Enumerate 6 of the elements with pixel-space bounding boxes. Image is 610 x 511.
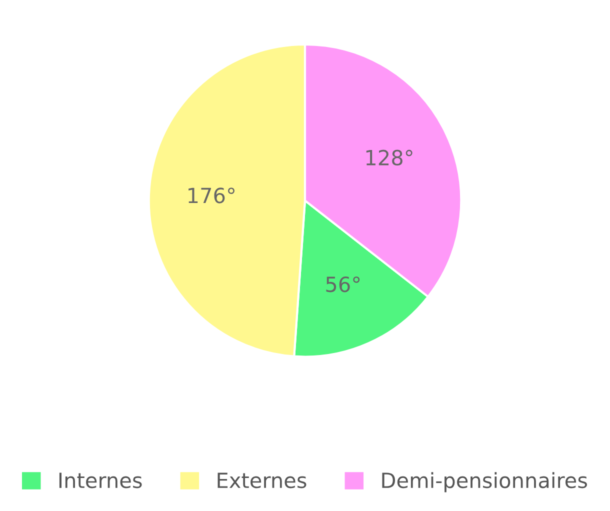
legend-label: Internes	[59, 472, 142, 488]
legend-label: Externes	[218, 472, 306, 488]
data-label: 176°	[188, 188, 234, 204]
data-label: 56°	[326, 276, 360, 292]
legend-label: Demi-pensionnaires	[382, 472, 588, 492]
data-label: 128°	[366, 150, 412, 166]
